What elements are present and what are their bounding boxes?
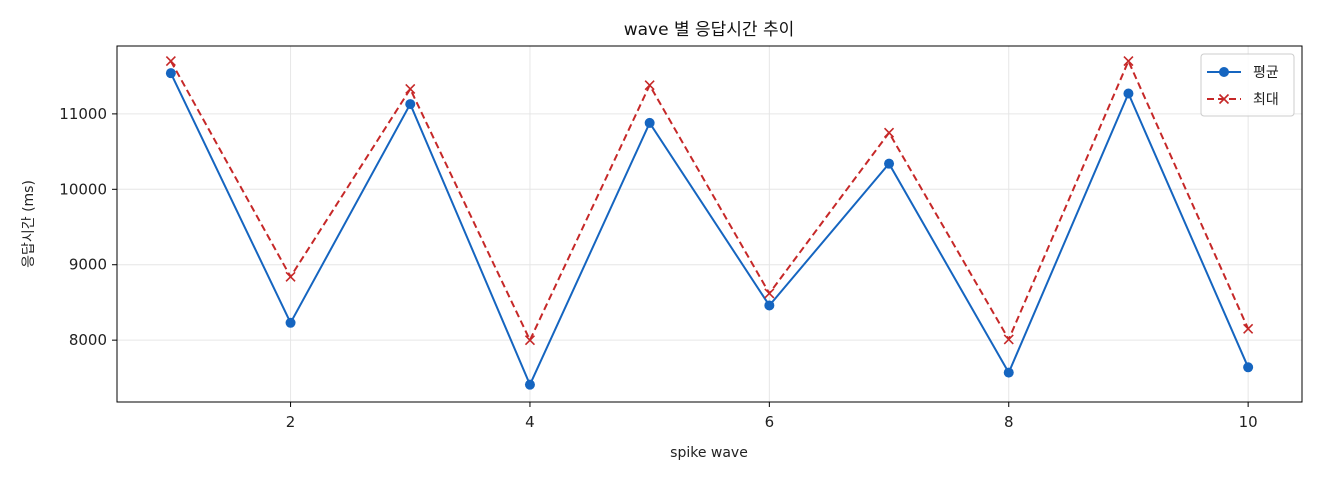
legend-item: 평균 (1207, 65, 1279, 81)
series-1 (165, 68, 1254, 390)
series-line (169, 72, 1250, 386)
data-point (764, 288, 775, 299)
data-point (764, 300, 775, 311)
data-point (165, 68, 176, 79)
data-point (165, 56, 176, 67)
x-axis-ticks: 2 4 6 8 10 (286, 402, 1258, 431)
x-tick-label: 10 (1239, 413, 1258, 431)
data-point (1003, 334, 1014, 345)
legend-marker (1218, 93, 1230, 105)
data-point (405, 99, 416, 110)
data-point (524, 335, 536, 346)
legend-marker (1219, 67, 1229, 77)
legend-box (1200, 53, 1295, 117)
legend-item: 최대 (1207, 92, 1279, 108)
data-point (285, 317, 296, 328)
y-axis-ticks: 8000 9000 10000 11000 (59, 105, 117, 349)
x-tick-label: 6 (765, 413, 775, 431)
data-point (1123, 88, 1134, 99)
y-tick-label: 10000 (59, 180, 107, 198)
data-point (883, 127, 895, 138)
data-point (1243, 362, 1254, 373)
data-point (1123, 56, 1134, 67)
y-tick-label: 9000 (69, 256, 107, 274)
legend-label: 평균 (1253, 65, 1279, 81)
y-tick-label: 11000 (59, 105, 107, 123)
series-2 (165, 56, 1254, 346)
data-point (644, 80, 655, 91)
x-tick-label: 4 (525, 413, 535, 431)
data-point (285, 271, 296, 282)
plot-frame (116, 45, 1303, 403)
data-point (1243, 323, 1254, 334)
legend-label: 최대 (1253, 92, 1279, 108)
y-tick-label: 8000 (69, 331, 107, 349)
y-axis-label: 응답시간 (ms) (21, 180, 37, 268)
series-line (169, 60, 1250, 342)
data-point (1003, 367, 1014, 378)
series-layer (165, 56, 1254, 390)
x-axis-label: spike wave (670, 445, 748, 461)
chart-title: wave 별 응답시간 추이 (624, 20, 795, 40)
grid-lines (117, 46, 1302, 402)
data-point (405, 83, 416, 95)
data-point (884, 158, 895, 169)
x-tick-label: 2 (286, 413, 296, 431)
data-point (644, 117, 655, 128)
data-point (524, 379, 535, 390)
x-tick-label: 8 (1004, 413, 1014, 431)
